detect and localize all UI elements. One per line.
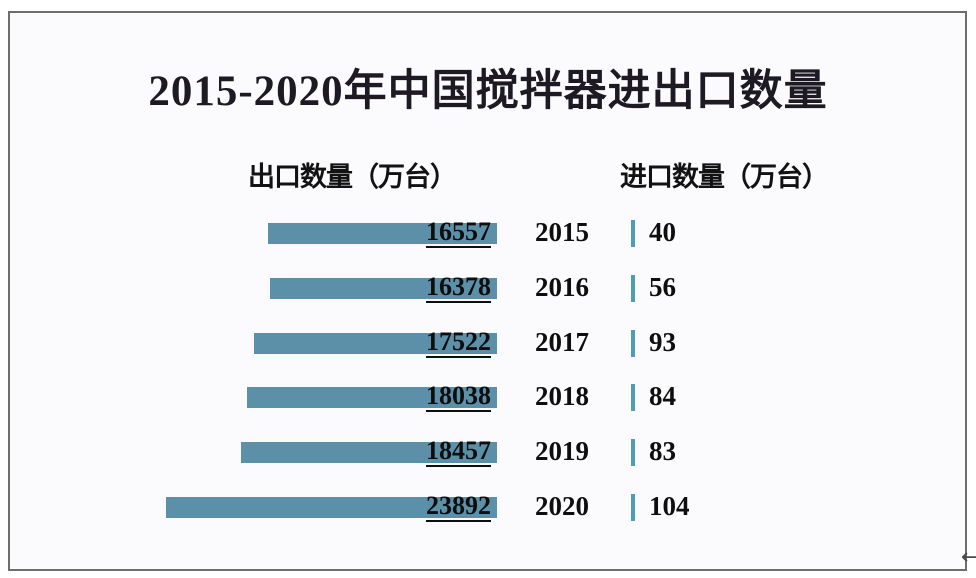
export-bar: 17522 [254, 328, 497, 358]
export-bar: 23892 [166, 492, 497, 522]
export-bar: 16378 [270, 273, 497, 303]
chart-row: 23892 2020 104 [0, 492, 976, 527]
chart-row: 16378 2016 56 [0, 273, 976, 308]
chart-title: 2015-2020年中国搅拌器进出口数量 [148, 68, 828, 115]
year-label: 2018 [535, 381, 589, 411]
import-value-label: 104 [649, 491, 690, 521]
export-value-label: 16557 [426, 217, 491, 248]
import-bar [631, 275, 635, 302]
import-column-header: 进口数量（万台） [620, 162, 829, 192]
export-bar: 18038 [247, 382, 497, 412]
export-value-label: 18457 [426, 436, 491, 467]
import-value-label: 83 [649, 436, 676, 466]
chart-row: 18038 2018 84 [0, 382, 976, 417]
export-bar: 18457 [241, 437, 497, 467]
export-bar: 16557 [268, 218, 497, 248]
import-bar [631, 494, 635, 521]
import-bar [631, 220, 635, 247]
import-value-label: 93 [649, 327, 676, 357]
import-bar [631, 384, 635, 411]
export-value-label: 18038 [426, 381, 491, 412]
chart-row: 16557 2015 40 [0, 218, 976, 253]
export-value-label: 23892 [426, 491, 491, 522]
export-value-label: 16378 [426, 272, 491, 303]
year-label: 2020 [535, 491, 589, 521]
year-label: 2015 [535, 217, 589, 247]
clipped-watermark-glyph: ← [961, 545, 976, 570]
chart-row: 18457 2019 83 [0, 437, 976, 472]
year-label: 2016 [535, 272, 589, 302]
export-value-label: 17522 [426, 327, 491, 358]
import-value-label: 40 [649, 217, 676, 247]
import-value-label: 56 [649, 272, 676, 302]
export-column-header: 出口数量（万台） [248, 162, 457, 192]
year-label: 2017 [535, 327, 589, 357]
year-label: 2019 [535, 436, 589, 466]
chart-row: 17522 2017 93 [0, 328, 976, 363]
import-bar [631, 439, 635, 466]
import-bar [631, 330, 635, 357]
import-value-label: 84 [649, 381, 676, 411]
